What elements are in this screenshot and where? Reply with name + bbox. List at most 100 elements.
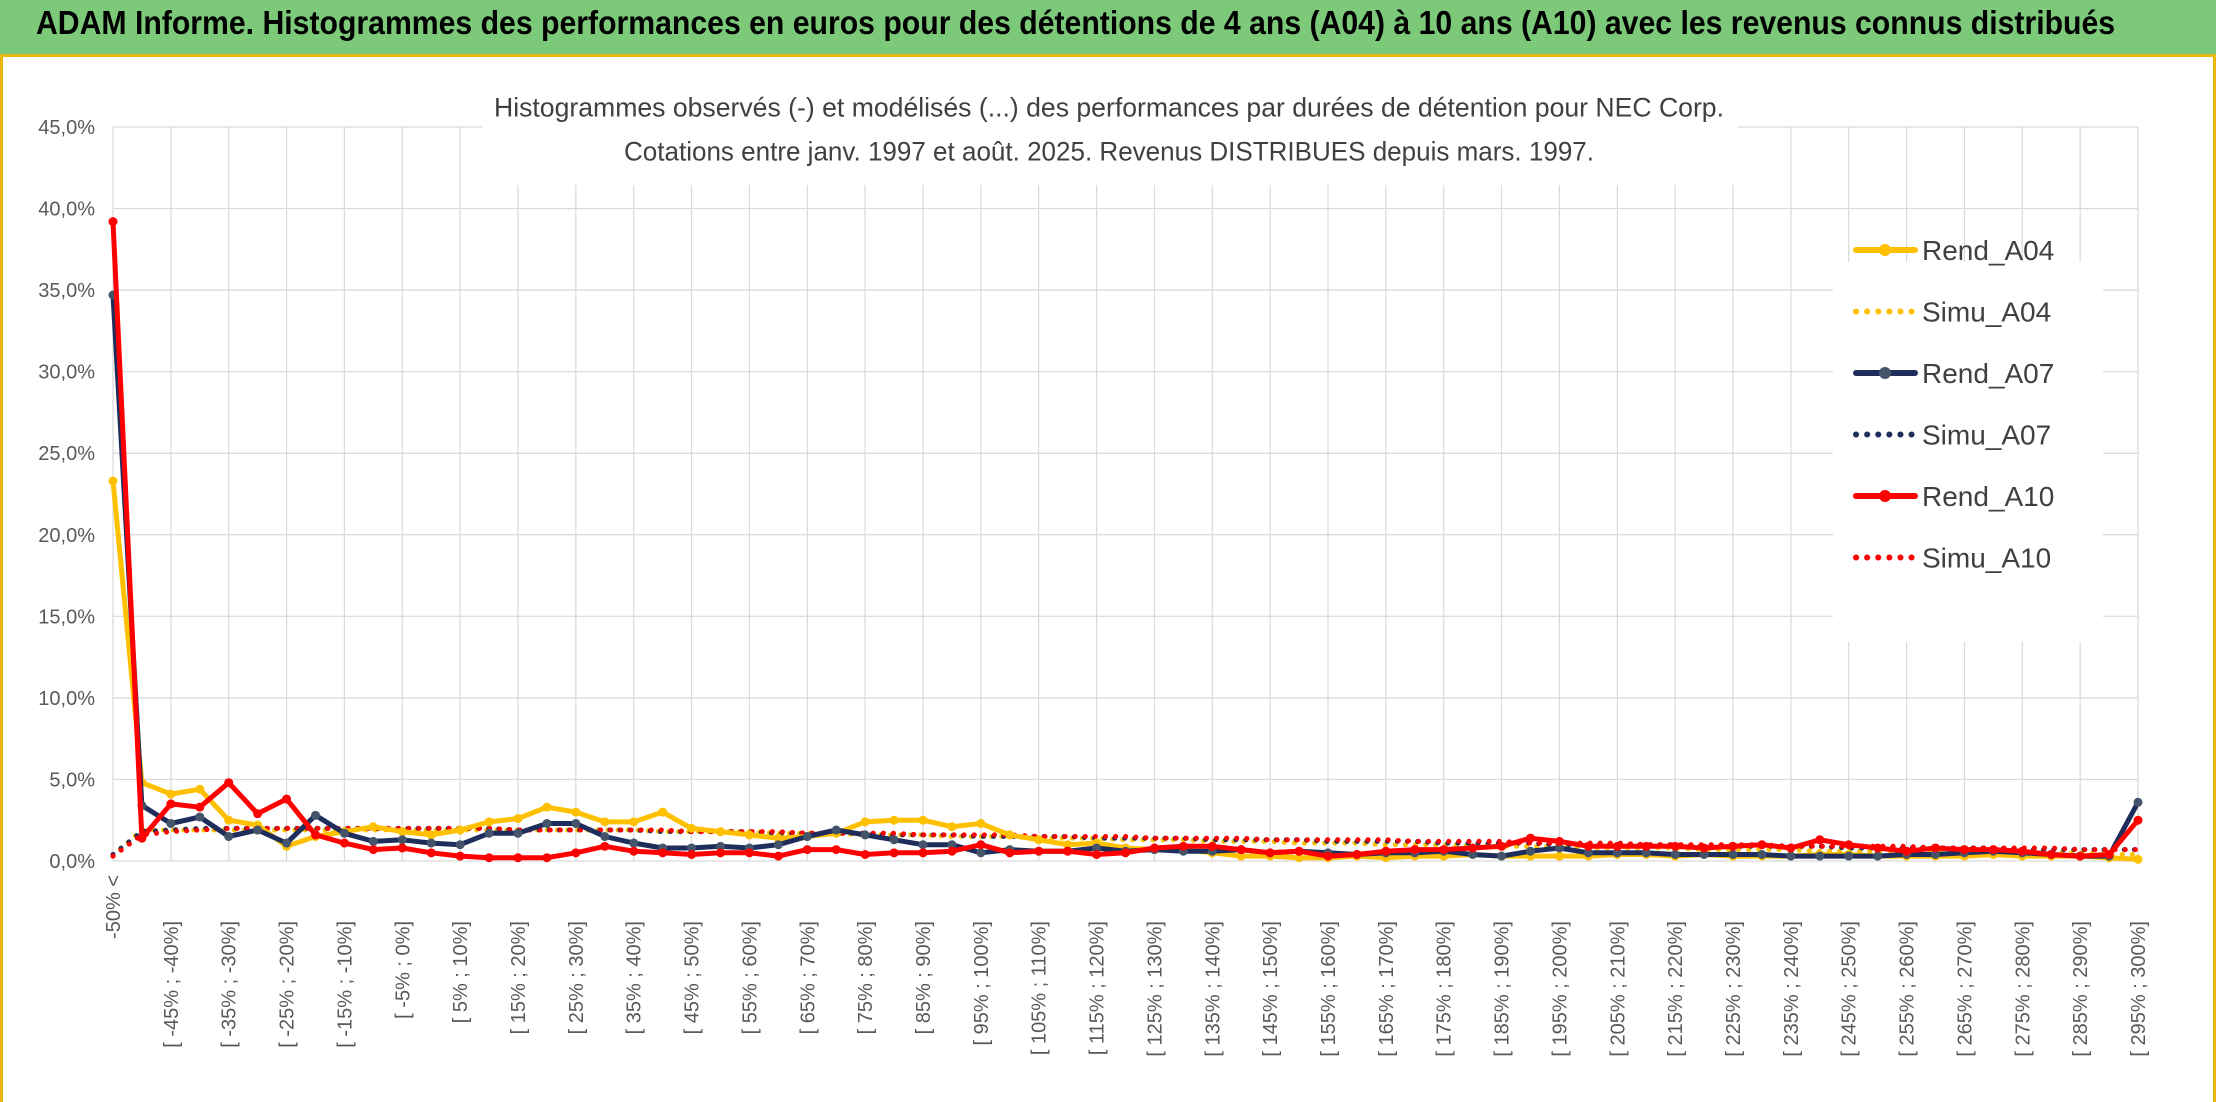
y-tick-label: 35,0% — [38, 280, 95, 302]
x-tick-label: [ 125% ; 130%] — [1144, 921, 1166, 1057]
title-background — [483, 85, 1738, 185]
legend-label: Simu_A04 — [1922, 296, 2051, 327]
data-point — [687, 849, 697, 859]
data-point — [802, 832, 812, 842]
x-tick-label: [ 285% ; 290%] — [2070, 921, 2092, 1057]
data-point — [368, 845, 378, 855]
data-point — [658, 848, 668, 858]
legend-label: Simu_A10 — [1922, 542, 2051, 573]
data-point — [1844, 851, 1854, 861]
data-point — [1728, 849, 1738, 859]
data-point — [744, 848, 754, 858]
legend-label: Rend_A04 — [1922, 235, 2054, 266]
data-point — [2133, 815, 2143, 825]
data-point — [1439, 845, 1449, 855]
data-point — [889, 815, 899, 825]
data-point — [1554, 836, 1564, 846]
data-point — [773, 833, 783, 843]
data-point — [976, 840, 986, 850]
data-point — [513, 828, 523, 838]
data-point — [1554, 851, 1564, 861]
data-point — [918, 840, 928, 850]
data-point — [1786, 851, 1796, 861]
data-point — [1352, 849, 1362, 859]
data-point — [1612, 848, 1622, 858]
header-bar: ADAM Informe. Histogrammes des performan… — [0, 0, 2216, 57]
data-point — [802, 845, 812, 855]
data-point — [1873, 851, 1883, 861]
data-point — [571, 818, 581, 828]
data-point — [426, 830, 436, 840]
x-tick-label: [ 175% ; 180%] — [1434, 921, 1456, 1057]
data-point — [137, 833, 147, 843]
data-point — [947, 840, 957, 850]
data-point — [166, 789, 176, 799]
y-tick-label: 10,0% — [38, 688, 95, 710]
x-tick-label: [ -25% ; -20%] — [277, 921, 299, 1048]
data-point — [397, 843, 407, 853]
data-point — [484, 828, 494, 838]
data-point — [426, 838, 436, 848]
data-point — [1265, 848, 1275, 858]
y-tick-label: 0,0% — [49, 851, 95, 873]
data-point — [831, 845, 841, 855]
legend-background — [1833, 262, 2103, 642]
data-point — [1034, 835, 1044, 845]
y-tick-label: 15,0% — [38, 606, 95, 628]
data-point — [860, 817, 870, 827]
data-point — [1786, 843, 1796, 853]
x-tick-label: [ 225% ; 230%] — [1723, 921, 1745, 1057]
data-point — [716, 841, 725, 851]
data-point — [1005, 848, 1015, 858]
y-tick-label: 5,0% — [49, 769, 95, 791]
x-tick-label: [ 165% ; 170%] — [1376, 921, 1398, 1057]
data-point — [1294, 853, 1304, 863]
x-tick-label: [ 155% ; 160%] — [1318, 921, 1340, 1057]
data-point — [426, 848, 436, 858]
data-point — [918, 848, 928, 858]
grid-lines — [112, 126, 2139, 862]
x-tick-label: [ 195% ; 200%] — [1549, 921, 1571, 1057]
data-point — [513, 814, 523, 824]
series-lines — [108, 217, 2143, 864]
x-tick-label: [ 205% ; 210%] — [1607, 921, 1629, 1057]
data-point — [1902, 846, 1912, 856]
x-tick-label: [ 135% ; 140%] — [1202, 921, 1224, 1057]
data-point — [1178, 841, 1188, 851]
data-point — [629, 846, 639, 856]
x-tick-label: [ 145% ; 150%] — [1260, 921, 1282, 1057]
data-point — [1005, 830, 1015, 840]
x-tick-label: [ 85% ; 90%] — [913, 921, 935, 1034]
data-point — [2104, 849, 2114, 859]
legend-marker — [1879, 490, 1891, 502]
data-point — [253, 809, 263, 819]
data-point — [1236, 851, 1246, 861]
x-tick-label: [ -5% ; 0%] — [392, 921, 414, 1019]
line-chart: 0,0% 5,0% 10,0% 15,0% 20,0% 25,0% 30,0% 35,0% 40… — [38, 85, 2150, 1057]
x-tick-label: [ 275% ; 280%] — [2012, 921, 2034, 1057]
data-point — [600, 817, 610, 827]
x-tick-label: [ -35% ; -30%] — [219, 921, 241, 1048]
data-point — [571, 807, 581, 817]
data-point — [1526, 833, 1535, 843]
data-point — [1063, 846, 1073, 856]
data-point — [1757, 849, 1767, 859]
data-point — [1583, 848, 1593, 858]
data-point — [1497, 851, 1507, 861]
data-point — [542, 853, 552, 863]
data-point — [311, 830, 320, 840]
data-point — [716, 827, 725, 837]
data-point — [339, 828, 349, 838]
data-point — [1294, 846, 1304, 856]
x-tick-label: [ 55% ; 60%] — [739, 921, 761, 1034]
data-point — [1583, 841, 1593, 851]
x-tick-label: [ 115% ; 120%] — [1087, 921, 1109, 1055]
data-point — [976, 818, 986, 828]
data-point — [1931, 843, 1940, 853]
data-point — [542, 818, 552, 828]
data-point — [571, 848, 581, 858]
data-point — [1092, 849, 1102, 859]
x-tick-label: [ 255% ; 260%] — [1897, 921, 1919, 1057]
y-axis-ticks: 0,0% 5,0% 10,0% 15,0% 20,0% 25,0% 30,0% 35,0% 40… — [38, 117, 95, 873]
data-point — [744, 830, 754, 840]
